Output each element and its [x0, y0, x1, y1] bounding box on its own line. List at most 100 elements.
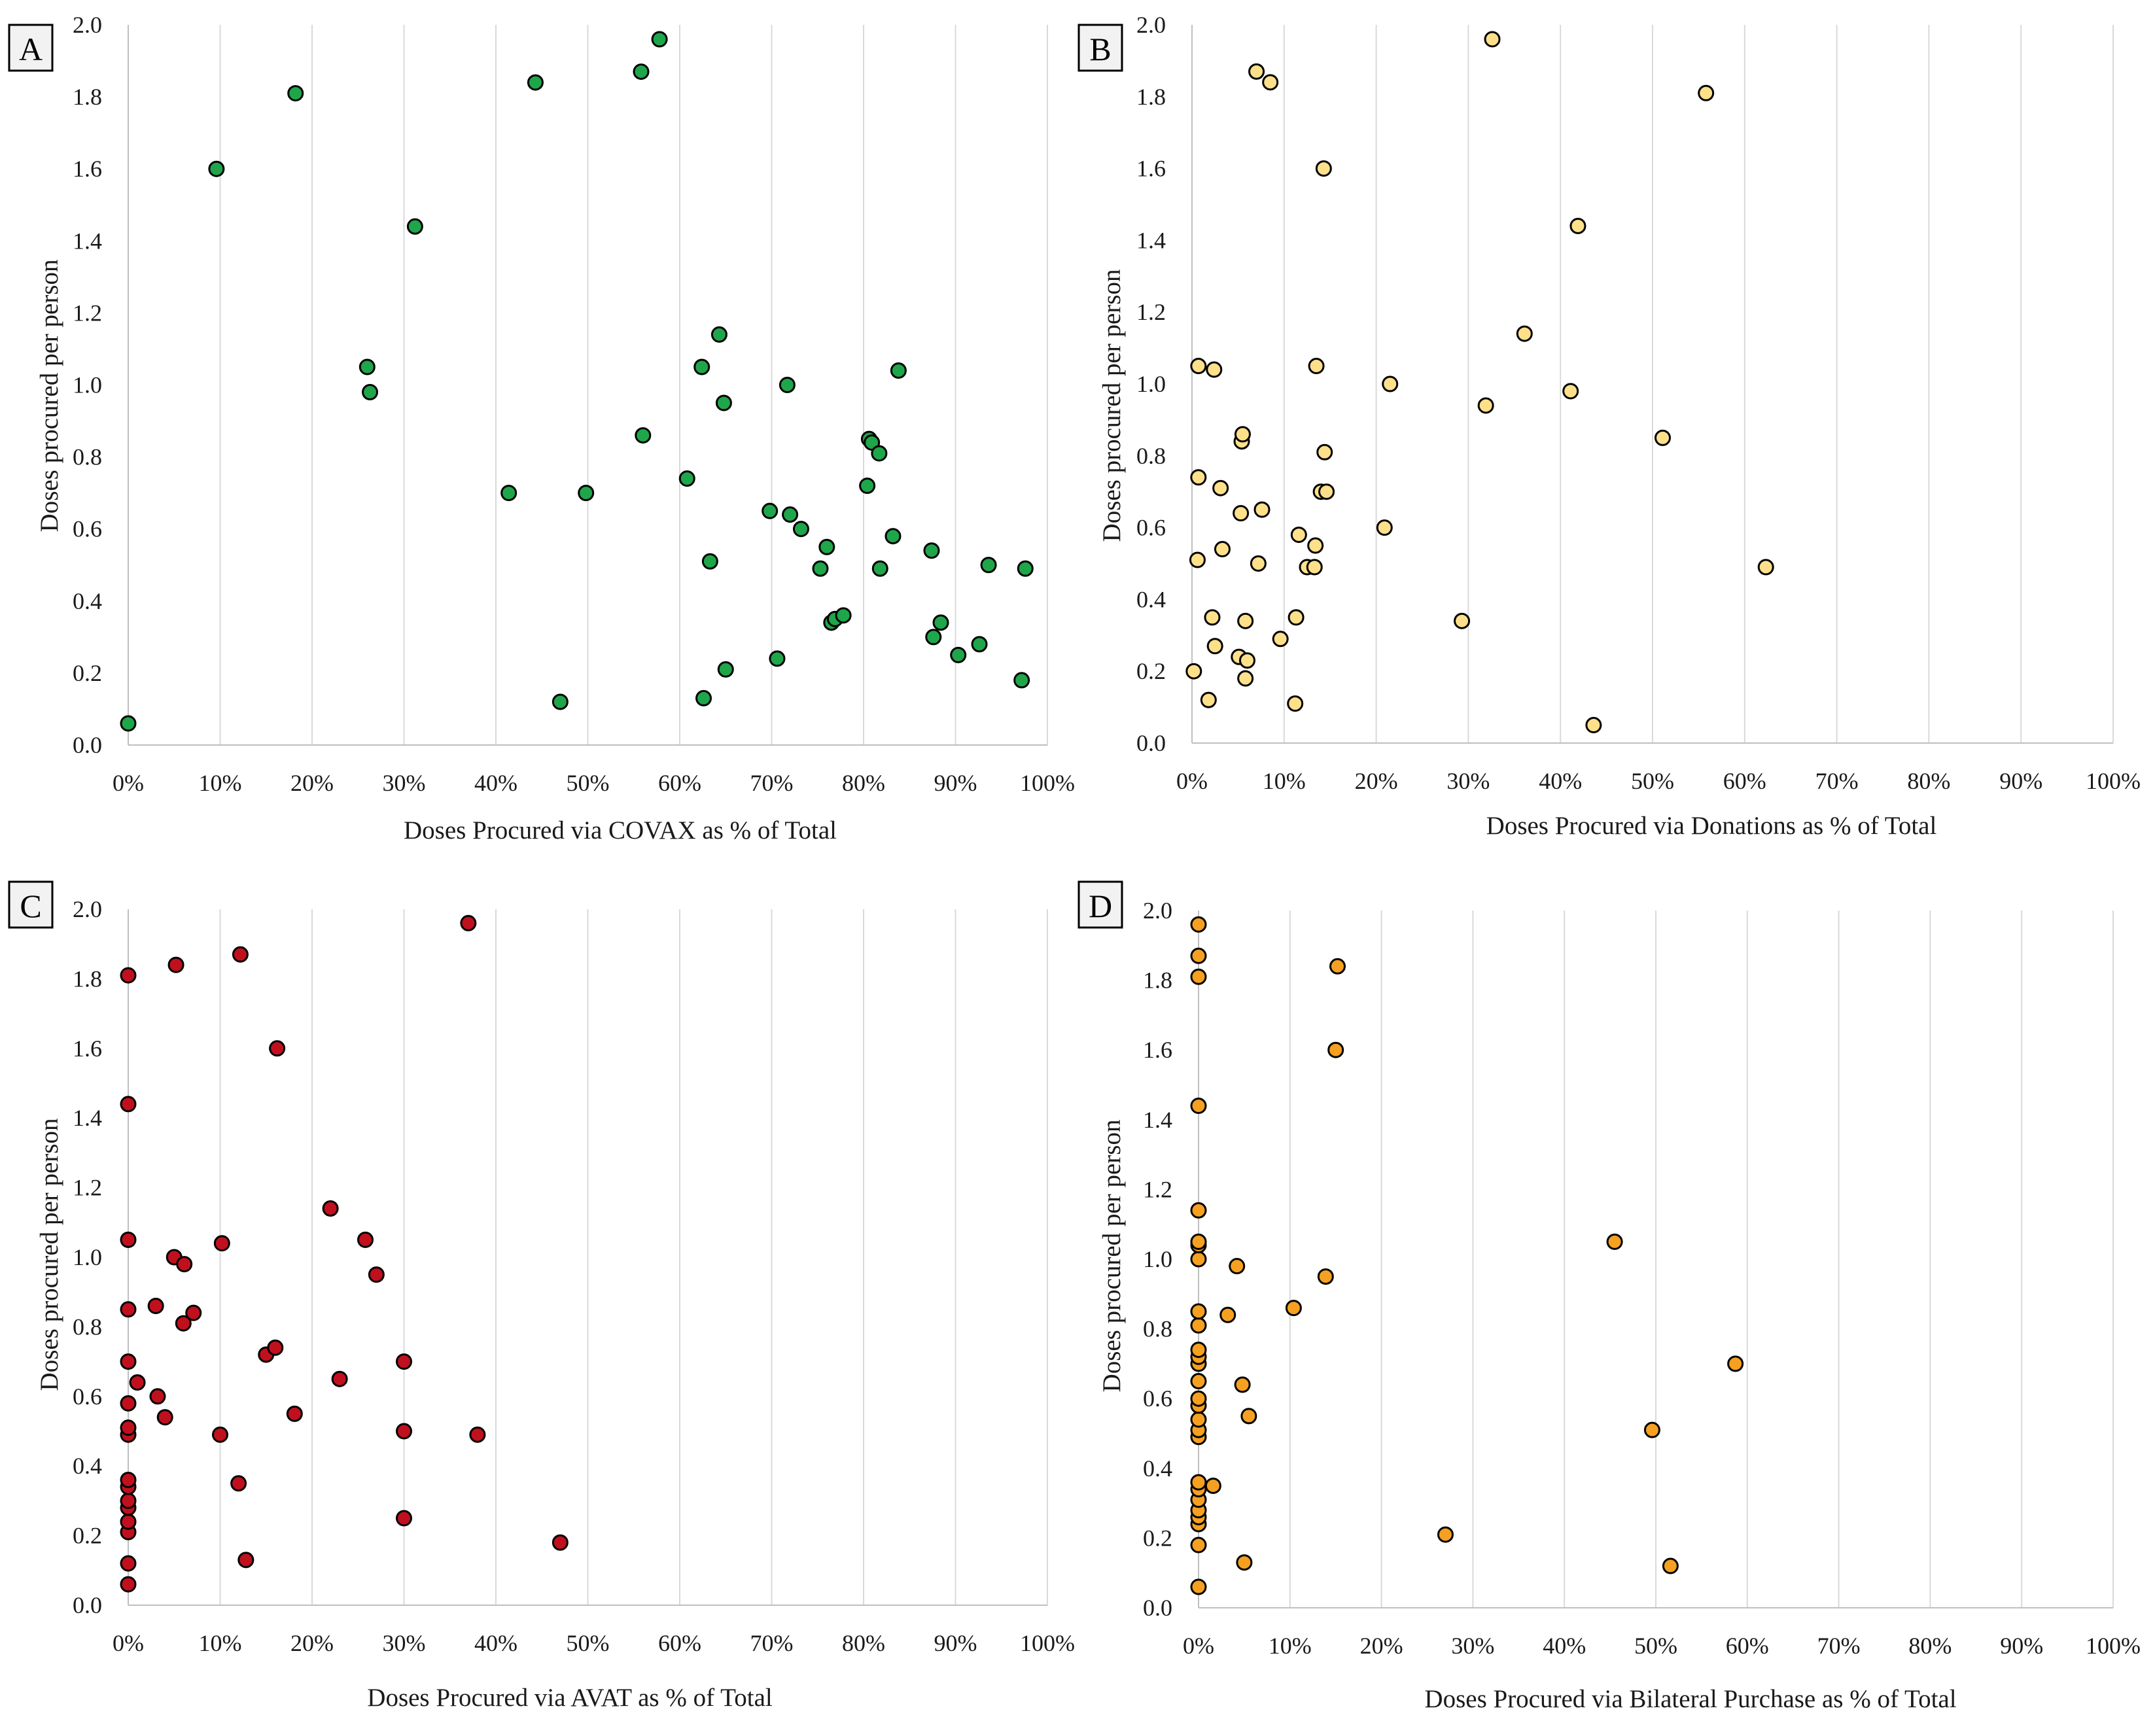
- data-point-c: [460, 914, 477, 931]
- x-tick-label-a: 70%: [750, 770, 794, 796]
- x-tick-label-a: 40%: [474, 770, 517, 796]
- data-point-a: [1013, 672, 1030, 689]
- data-point-d: [1606, 1233, 1623, 1250]
- x-tick-label-c: 100%: [1020, 1630, 1075, 1656]
- data-point-b: [1248, 63, 1265, 80]
- y-tick-label-c: 1.2: [73, 1175, 102, 1201]
- y-tick-label-b: 0.6: [1136, 515, 1166, 541]
- data-point-d: [1190, 947, 1207, 964]
- data-point-d: [1727, 1355, 1744, 1372]
- data-point-b: [1287, 695, 1304, 712]
- x-ticks-b: 0% 10% 20% 30% 40% 50% 60% 70% 80% 90% 100%: [1176, 768, 2141, 794]
- data-point-b: [1318, 483, 1335, 500]
- x-tick-label-a: 30%: [383, 770, 426, 796]
- y-tick-label-b: 1.4: [1136, 227, 1166, 253]
- y-tick-label-c: 1.0: [73, 1244, 102, 1270]
- y-tick-label-b: 0.0: [1136, 730, 1166, 756]
- x-tick-label-c: 80%: [842, 1630, 885, 1656]
- x-tick-label-b: 20%: [1355, 768, 1398, 794]
- data-point-b: [1757, 559, 1774, 576]
- data-point-d: [1190, 1317, 1207, 1334]
- data-point-b: [1190, 469, 1207, 486]
- data-point-d: [1329, 958, 1346, 975]
- y-axis-label-a: Doses procured per person: [35, 260, 63, 532]
- data-point-d: [1190, 916, 1207, 933]
- data-point-a: [710, 326, 727, 343]
- points-d: [1190, 916, 1744, 1595]
- x-tick-label-a: 0%: [113, 770, 144, 796]
- data-point-d: [1662, 1557, 1679, 1574]
- data-point-c: [120, 1492, 137, 1509]
- grid-a: [219, 25, 1048, 745]
- data-point-a: [782, 506, 799, 523]
- y-axis-label-d: Doses procured per person: [1098, 1120, 1126, 1393]
- data-point-c: [120, 1576, 137, 1593]
- data-point-a: [701, 553, 718, 570]
- x-tick-label-d: 30%: [1451, 1633, 1494, 1659]
- data-point-b: [1569, 217, 1586, 234]
- data-point-a: [812, 560, 829, 577]
- data-point-d: [1219, 1306, 1236, 1323]
- data-point-a: [925, 629, 942, 646]
- x-tick-label-c: 20%: [290, 1630, 334, 1656]
- x-tick-label-d: 40%: [1543, 1633, 1586, 1659]
- data-point-a: [208, 160, 225, 177]
- y-tick-label-a: 0.8: [73, 444, 102, 470]
- x-tick-label-b: 80%: [1907, 768, 1950, 794]
- data-point-c: [120, 1231, 137, 1248]
- data-point-a: [715, 394, 732, 411]
- data-point-d: [1190, 1202, 1207, 1219]
- y-tick-label-a: 1.0: [73, 372, 102, 398]
- y-tick-label-b: 1.6: [1136, 156, 1166, 182]
- panel-label-c: C: [20, 888, 41, 924]
- data-point-a: [651, 31, 668, 48]
- points-b: [1185, 31, 1774, 734]
- x-ticks-a: 0% 10% 20% 30% 40% 50% 60% 70% 80% 90% 100%: [113, 770, 1075, 796]
- y-tick-label-d: 1.2: [1143, 1176, 1172, 1202]
- data-point-c: [269, 1040, 286, 1057]
- x-tick-label-b: 90%: [1999, 768, 2042, 794]
- x-tick-label-d: 10%: [1269, 1633, 1312, 1659]
- data-point-a: [980, 557, 997, 574]
- y-tick-label-c: 1.4: [73, 1105, 102, 1131]
- data-point-a: [859, 477, 876, 495]
- x-tick-label-a: 60%: [658, 770, 701, 796]
- data-point-a: [923, 542, 940, 559]
- x-axis-label-b: Doses Procured via Donations as % of Tot…: [1486, 812, 1937, 840]
- y-tick-label-c: 0.6: [73, 1383, 102, 1410]
- x-tick-label-b: 70%: [1815, 768, 1859, 794]
- y-tick-label-b: 1.8: [1136, 84, 1166, 110]
- data-point-c: [120, 1471, 137, 1488]
- data-point-a: [769, 650, 786, 667]
- data-point-c: [120, 1301, 137, 1318]
- data-point-b: [1516, 325, 1533, 342]
- data-point-b: [1253, 501, 1270, 518]
- x-tick-label-a: 90%: [934, 770, 977, 796]
- y-tick-label-c: 0.0: [73, 1592, 102, 1618]
- data-point-c: [120, 1353, 137, 1370]
- data-point-d: [1643, 1421, 1660, 1438]
- data-point-c: [167, 956, 184, 973]
- y-tick-label-c: 2.0: [73, 896, 102, 922]
- data-point-a: [932, 614, 949, 631]
- x-tick-label-b: 0%: [1176, 768, 1208, 794]
- data-point-b: [1206, 638, 1223, 655]
- data-point-a: [633, 63, 650, 80]
- data-point-a: [890, 362, 907, 379]
- data-point-b: [1238, 652, 1255, 669]
- data-point-c: [149, 1388, 166, 1405]
- data-point-b: [1206, 361, 1223, 378]
- data-point-a: [717, 661, 734, 678]
- panel-a: A 0% 10% 20% 30% 40% 50% 60% 70% 80% 90% 100% 0.00…: [8, 12, 1075, 844]
- x-tick-label-b: 100%: [2086, 768, 2141, 794]
- data-point-c: [176, 1256, 193, 1273]
- data-point-b: [1185, 663, 1202, 680]
- axis-a: [128, 25, 1047, 746]
- x-tick-label-b: 10%: [1263, 768, 1306, 794]
- data-point-c: [147, 1297, 164, 1314]
- y-tick-label-d: 1.4: [1143, 1107, 1172, 1133]
- data-point-c: [120, 1513, 137, 1530]
- grid-b: [1283, 25, 2114, 743]
- data-point-c: [185, 1304, 202, 1321]
- y-tick-label-a: 1.6: [73, 156, 102, 182]
